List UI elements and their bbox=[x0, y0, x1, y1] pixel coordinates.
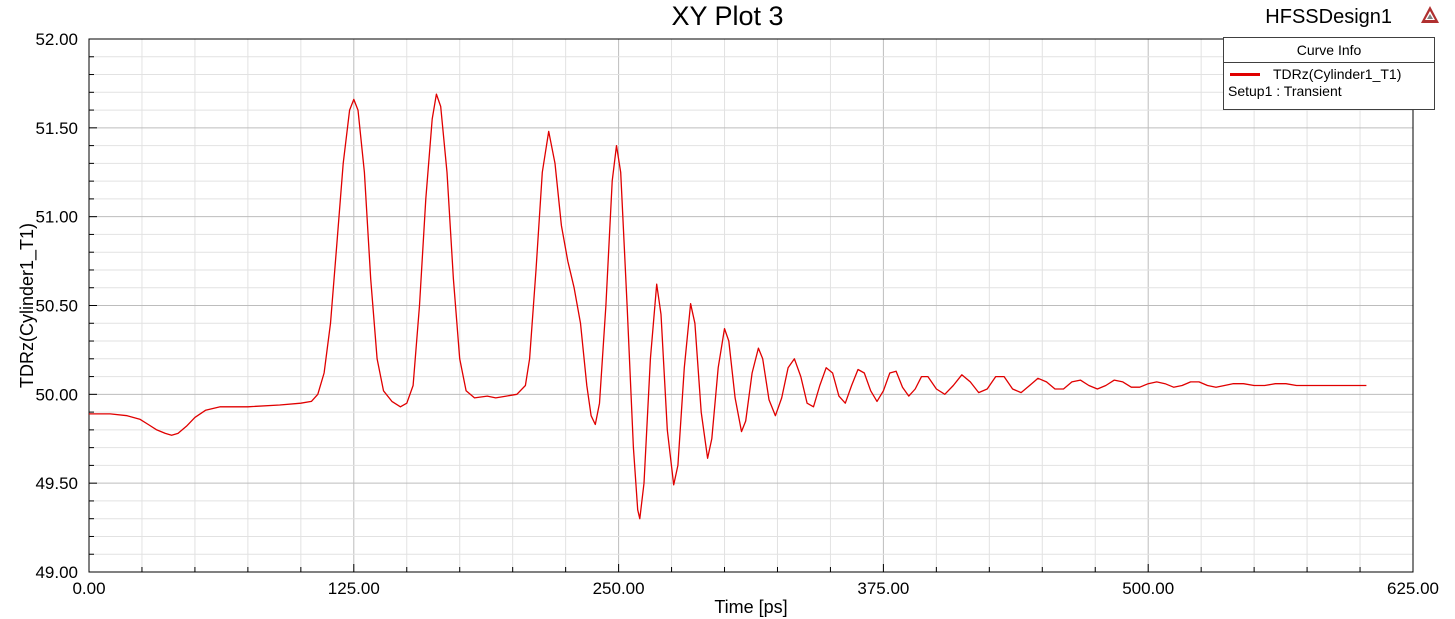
x-tick-label: 0.00 bbox=[72, 579, 105, 598]
plot-title: XY Plot 3 bbox=[671, 1, 784, 31]
y-axis-label: TDRz(Cylinder1_T1) bbox=[17, 223, 38, 388]
y-tick-label: 52.00 bbox=[35, 30, 78, 49]
x-tick-labels: 0.00 125.00 250.00 375.00 500.00 625.00 bbox=[72, 579, 1439, 598]
x-tick-label: 125.00 bbox=[328, 579, 380, 598]
y-tick-label: 50.00 bbox=[35, 385, 78, 404]
x-tick-label: 500.00 bbox=[1122, 579, 1174, 598]
y-tick-labels: 49.00 49.50 50.00 50.50 51.00 51.50 52.00 bbox=[35, 30, 78, 582]
legend-setup-label: Setup1 : Transient bbox=[1228, 83, 1342, 99]
minor-ticks bbox=[88, 38, 1414, 573]
y-tick-label: 49.50 bbox=[35, 474, 78, 493]
legend-curve-name: TDRz(Cylinder1_T1) bbox=[1273, 66, 1402, 82]
legend-entry[interactable]: TDRz(Cylinder1_T1) bbox=[1224, 63, 1434, 83]
x-tick-label: 250.00 bbox=[593, 579, 645, 598]
ansys-logo-icon bbox=[1421, 6, 1439, 23]
legend-color-swatch bbox=[1230, 73, 1260, 76]
x-axis-label: Time [ps] bbox=[714, 597, 787, 617]
design-name-label: HFSSDesign1 bbox=[1265, 6, 1392, 28]
x-tick-label: 375.00 bbox=[857, 579, 909, 598]
legend-header: Curve Info bbox=[1224, 38, 1434, 63]
legend-setup-row: Setup1 : Transient bbox=[1224, 83, 1434, 103]
y-tick-label: 50.50 bbox=[35, 297, 78, 316]
y-tick-label: 51.00 bbox=[35, 208, 78, 227]
y-tick-label: 51.50 bbox=[35, 119, 78, 138]
grid-layer bbox=[88, 38, 1414, 573]
series-layer bbox=[89, 93, 1367, 520]
plot-frame bbox=[88, 38, 1414, 573]
series-line[interactable] bbox=[89, 93, 1367, 520]
x-tick-label: 625.00 bbox=[1387, 579, 1439, 598]
y-tick-label: 49.00 bbox=[35, 563, 78, 582]
curve-info-legend[interactable]: Curve Info TDRz(Cylinder1_T1) Setup1 : T… bbox=[1223, 37, 1435, 110]
